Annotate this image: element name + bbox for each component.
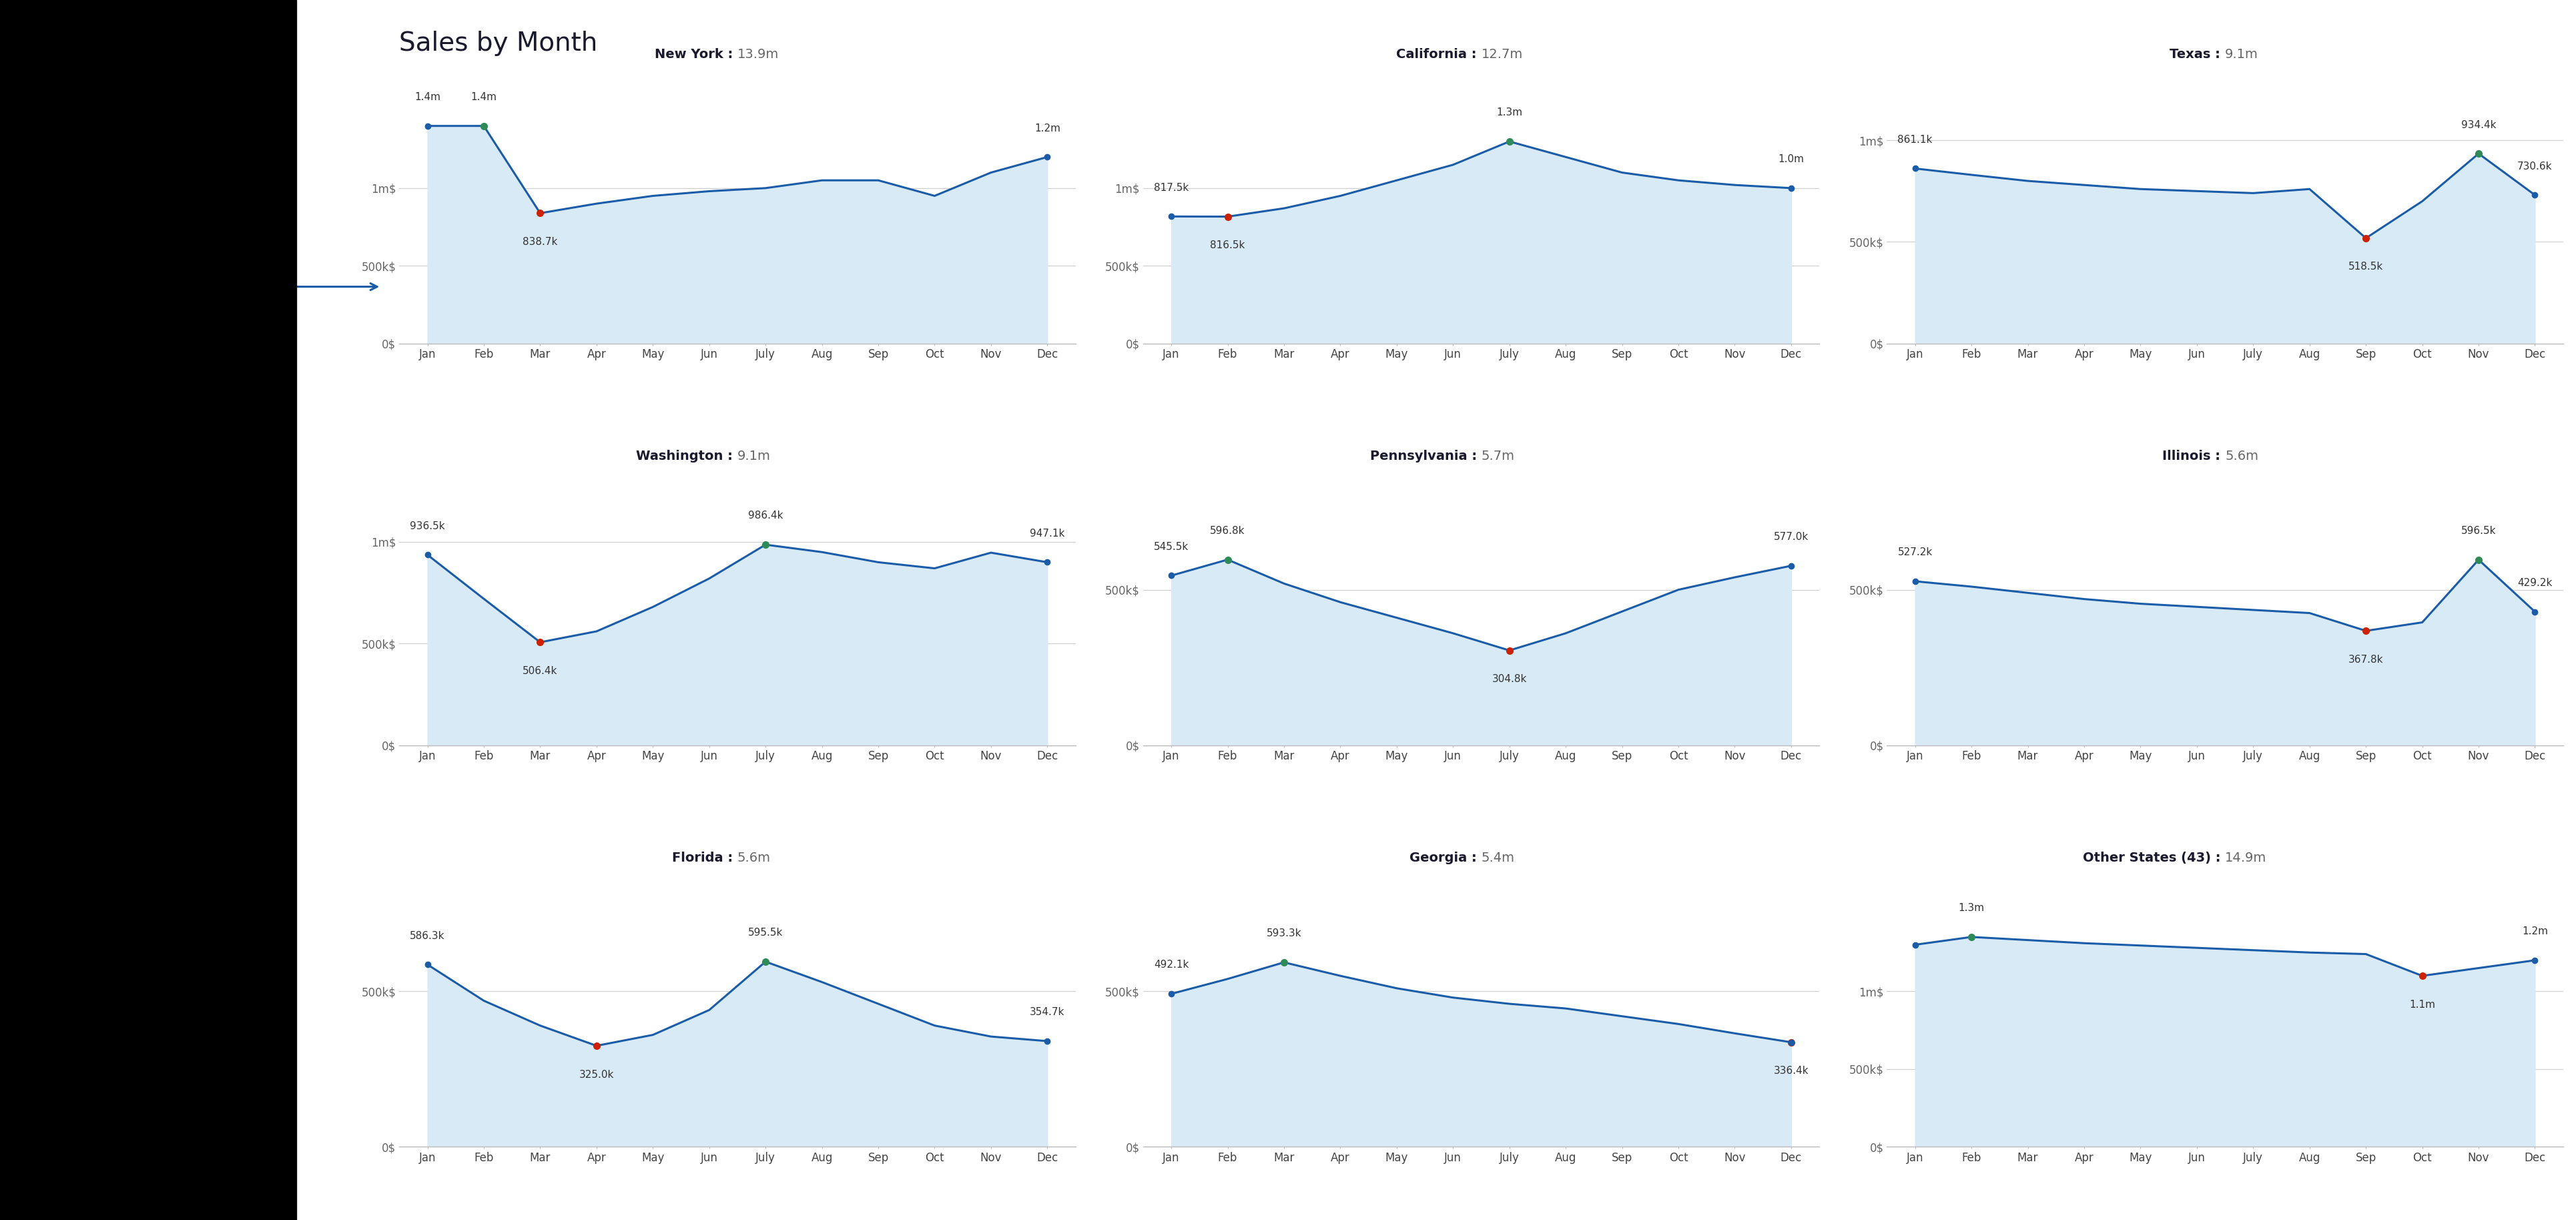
Text: 1.4m: 1.4m xyxy=(415,93,440,102)
Text: 325.0k: 325.0k xyxy=(580,1070,613,1080)
Text: 5.7m: 5.7m xyxy=(1481,450,1515,462)
Text: New York :: New York : xyxy=(654,48,737,61)
Text: 593.3k: 593.3k xyxy=(1267,928,1301,938)
Text: 595.5k: 595.5k xyxy=(747,928,783,938)
Text: 577.0k: 577.0k xyxy=(1775,532,1808,542)
Text: 1.2m: 1.2m xyxy=(1036,123,1061,133)
Text: 527.2k: 527.2k xyxy=(1899,548,1932,558)
Text: 1.0m: 1.0m xyxy=(1777,154,1803,165)
Text: 545.5k: 545.5k xyxy=(1154,542,1188,551)
Text: 9.1m: 9.1m xyxy=(2226,48,2259,61)
Text: 5.6m: 5.6m xyxy=(737,852,770,864)
Text: 947.1k: 947.1k xyxy=(1030,528,1064,538)
Text: 596.5k: 596.5k xyxy=(2460,526,2496,536)
Text: 1.1m: 1.1m xyxy=(2409,999,2434,1010)
Text: Sales: Sales xyxy=(185,592,201,628)
Text: 936.5k: 936.5k xyxy=(410,521,446,531)
Text: 861.1k: 861.1k xyxy=(1899,134,1932,145)
Text: 5.4m: 5.4m xyxy=(1481,852,1515,864)
Text: 817.5k: 817.5k xyxy=(1154,183,1188,193)
Text: 586.3k: 586.3k xyxy=(410,931,446,941)
Text: 596.8k: 596.8k xyxy=(1211,526,1244,536)
Text: California :: California : xyxy=(1396,48,1481,61)
Text: 1.3m: 1.3m xyxy=(1958,903,1984,914)
Text: 367.8k: 367.8k xyxy=(2349,655,2383,665)
Text: 492.1k: 492.1k xyxy=(1154,960,1188,970)
Text: 838.7k: 838.7k xyxy=(523,237,556,246)
Text: 1.2m: 1.2m xyxy=(2522,926,2548,937)
Text: 518.5k: 518.5k xyxy=(2349,262,2383,272)
Text: 304.8k: 304.8k xyxy=(1492,675,1528,684)
Text: 1.4m: 1.4m xyxy=(471,93,497,102)
Text: 1.3m: 1.3m xyxy=(1497,107,1522,117)
Text: Georgia :: Georgia : xyxy=(1409,852,1481,864)
Text: Sales by Month: Sales by Month xyxy=(399,31,598,56)
Text: 354.7k: 354.7k xyxy=(1030,1008,1064,1017)
Text: 9.1m: 9.1m xyxy=(737,450,770,462)
Text: Illinois :: Illinois : xyxy=(2161,450,2226,462)
Text: 506.4k: 506.4k xyxy=(523,666,556,676)
Text: 730.6k: 730.6k xyxy=(2517,161,2553,171)
Text: Florida :: Florida : xyxy=(672,852,737,864)
Text: 429.2k: 429.2k xyxy=(2517,578,2553,588)
Text: 986.4k: 986.4k xyxy=(747,511,783,521)
Text: 12.7m: 12.7m xyxy=(1481,48,1522,61)
Text: Washington :: Washington : xyxy=(636,450,737,462)
Text: Other States (43) :: Other States (43) : xyxy=(2084,852,2226,864)
Text: Texas :: Texas : xyxy=(2169,48,2226,61)
Text: 5.6m: 5.6m xyxy=(2226,450,2259,462)
Text: Pennsylvania :: Pennsylvania : xyxy=(1370,450,1481,462)
Text: 816.5k: 816.5k xyxy=(1211,240,1244,250)
Text: 14.9m: 14.9m xyxy=(2226,852,2267,864)
Text: 934.4k: 934.4k xyxy=(2460,120,2496,129)
Text: 13.9m: 13.9m xyxy=(737,48,778,61)
Text: 336.4k: 336.4k xyxy=(1772,1066,1808,1076)
